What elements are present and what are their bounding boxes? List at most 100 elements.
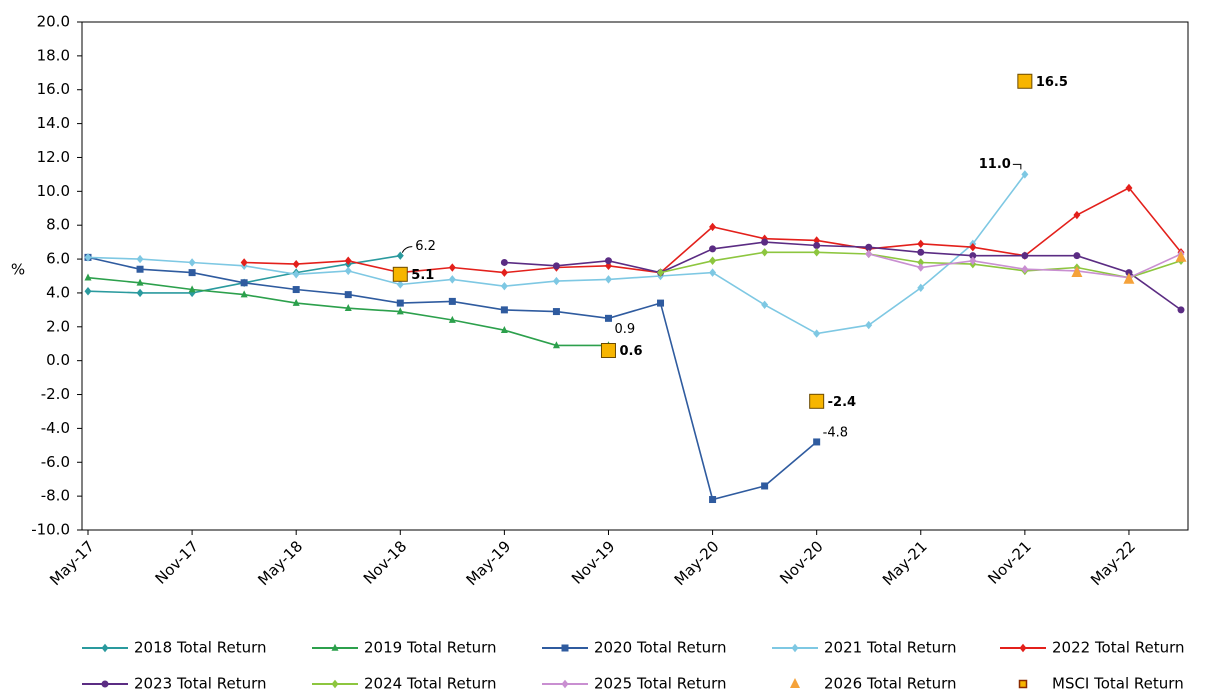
y-tick-label: 12.0 (37, 148, 70, 166)
marker (813, 242, 821, 250)
marker (500, 306, 508, 314)
marker (1175, 250, 1187, 262)
marker (865, 243, 873, 251)
marker (240, 258, 248, 267)
marker (344, 303, 352, 311)
data-label: -2.4 (828, 395, 856, 410)
marker (917, 239, 925, 249)
marker (917, 258, 925, 267)
data-label: 16.5 (1036, 75, 1068, 90)
marker (448, 315, 456, 323)
marker (344, 291, 352, 299)
marker (761, 248, 769, 257)
y-tick-label: 14.0 (37, 114, 70, 132)
y-tick-label: 20.0 (37, 13, 70, 31)
marker (292, 270, 300, 279)
marker (500, 258, 508, 266)
y-tick-label: -4.0 (41, 419, 70, 437)
marker (709, 256, 717, 265)
marker (552, 341, 560, 349)
marker (331, 643, 339, 651)
legend-item: 2022 Total Return (1000, 639, 1185, 657)
x-tick-label: May-21 (879, 537, 931, 589)
legend-item: 2019 Total Return (312, 639, 497, 657)
marker (600, 343, 616, 359)
legend-label: 2021 Total Return (824, 639, 957, 657)
marker (604, 275, 612, 284)
marker (969, 252, 977, 260)
marker (240, 279, 248, 287)
marker (136, 288, 144, 298)
marker (448, 263, 456, 272)
legend-label: 2022 Total Return (1052, 639, 1185, 657)
marker (396, 280, 404, 289)
marker (761, 482, 769, 490)
marker (1177, 306, 1185, 314)
marker (292, 286, 300, 294)
y-tick-label: -6.0 (41, 453, 70, 471)
marker (292, 298, 300, 306)
marker (188, 285, 196, 293)
x-tick-label: Nov-19 (568, 537, 618, 587)
marker (292, 259, 300, 269)
legend-label: 2020 Total Return (594, 639, 727, 657)
legend-item: 2021 Total Return (772, 639, 957, 657)
x-tick-label: Nov-20 (776, 537, 826, 587)
legend-label: MSCI Total Return (1052, 675, 1184, 693)
marker (917, 263, 925, 272)
legend-label: 2024 Total Return (364, 675, 497, 693)
marker (84, 253, 92, 262)
x-tick-label: Nov-17 (152, 537, 202, 587)
y-tick-label: 2.0 (46, 317, 70, 335)
marker (1073, 210, 1081, 220)
legend-label: 2019 Total Return (364, 639, 497, 657)
legend-item: MSCI Total Return (1018, 675, 1184, 693)
marker (1123, 272, 1135, 284)
data-label: 6.2 (415, 239, 436, 254)
marker (1017, 73, 1033, 89)
legend-item: 2023 Total Return (82, 675, 267, 693)
marker (500, 325, 508, 333)
x-tick-label: May-20 (671, 537, 723, 589)
marker (1021, 265, 1029, 274)
data-label: -4.8 (823, 425, 848, 440)
marker (917, 283, 925, 293)
legend-item: 2025 Total Return (542, 675, 727, 693)
data-label: 0.6 (619, 344, 642, 359)
marker (865, 320, 873, 330)
marker (917, 248, 925, 256)
x-tick-label: Nov-21 (984, 537, 1034, 587)
y-tick-label: 8.0 (46, 216, 70, 234)
y-tick-label: 6.0 (46, 250, 70, 268)
y-tick-label: -10.0 (31, 521, 70, 539)
y-tick-label: 18.0 (37, 46, 70, 64)
series-line (87, 256, 818, 501)
marker (657, 268, 665, 277)
marker (1019, 643, 1027, 653)
marker (1073, 252, 1081, 260)
marker (396, 307, 404, 315)
marker (101, 643, 109, 653)
marker (561, 644, 569, 652)
data-label: 11.0 (979, 157, 1011, 172)
marker (1071, 266, 1083, 278)
marker (500, 281, 508, 291)
leader (401, 246, 413, 253)
marker (790, 678, 800, 688)
marker (344, 256, 352, 265)
marker (865, 249, 873, 259)
marker (136, 254, 144, 264)
marker (813, 329, 821, 338)
x-tick-label: May-18 (254, 537, 306, 589)
marker (552, 308, 560, 316)
marker (331, 679, 339, 689)
marker (136, 278, 144, 286)
series-line (504, 241, 1182, 311)
marker (344, 266, 352, 276)
marker (969, 243, 977, 252)
x-tick-label: May-17 (46, 537, 98, 589)
marker (84, 273, 92, 281)
marker (969, 256, 977, 265)
marker (1018, 679, 1028, 689)
